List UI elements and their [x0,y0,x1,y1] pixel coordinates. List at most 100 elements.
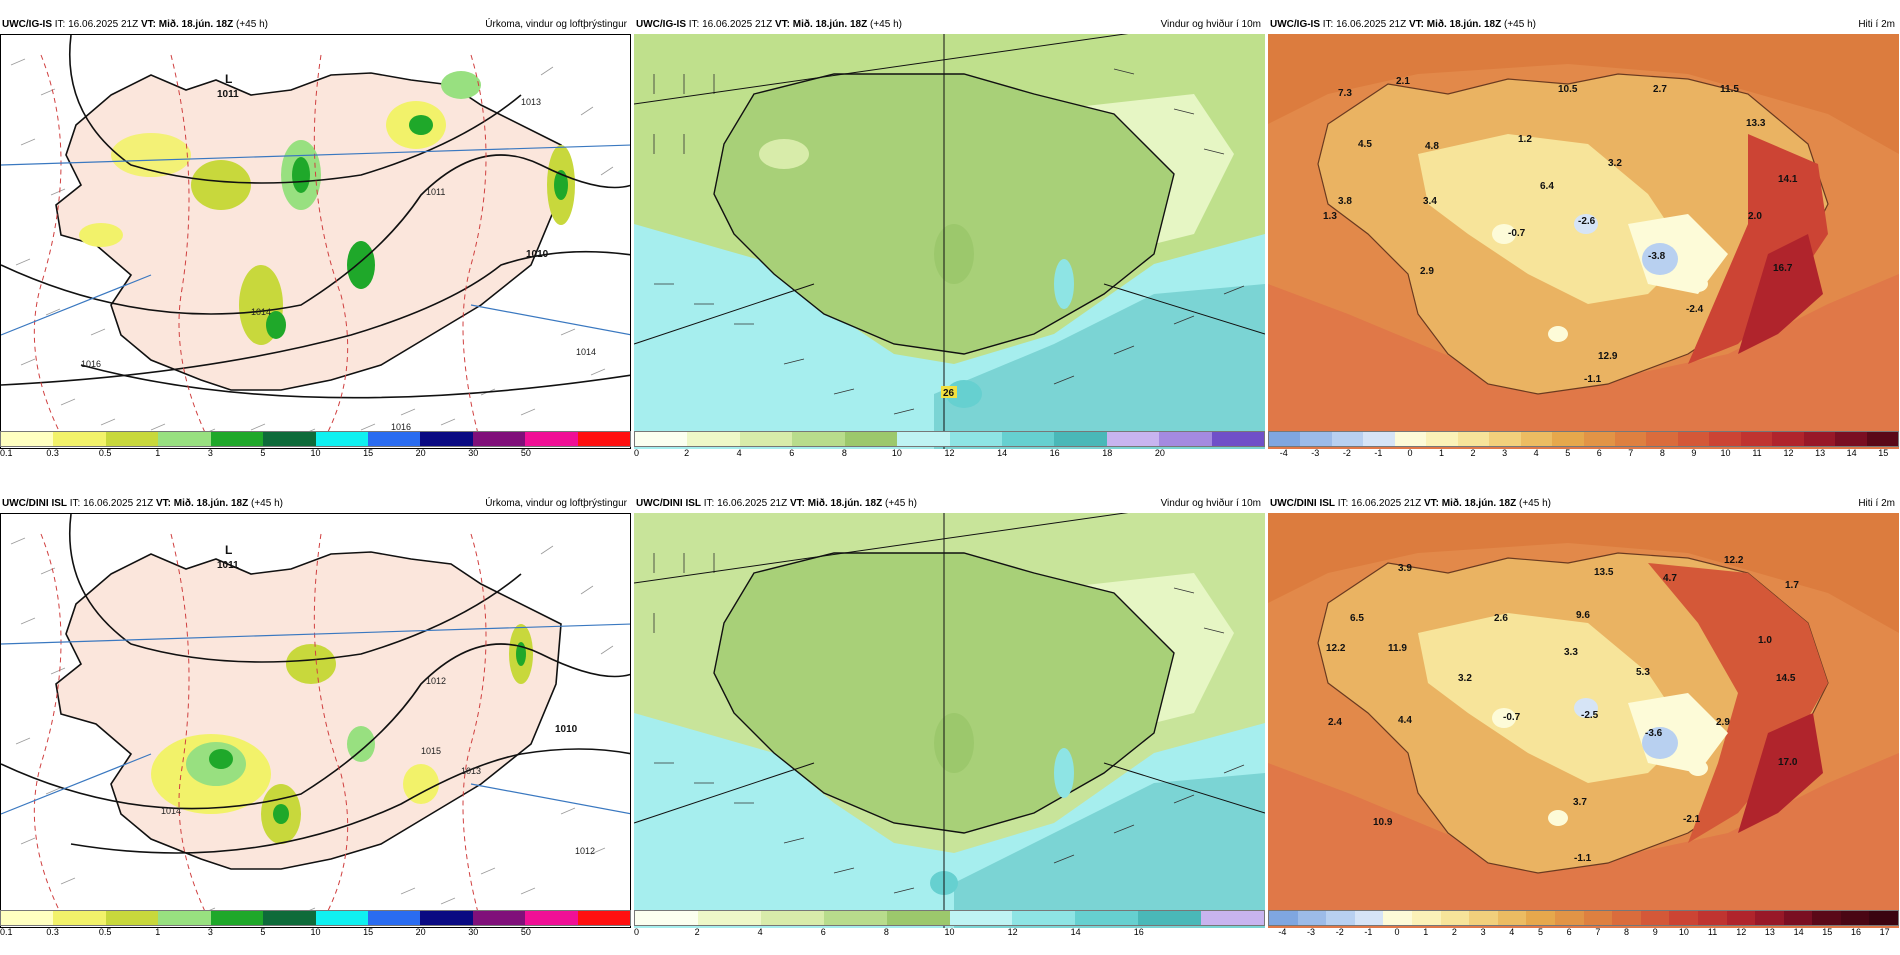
colorbar-tick: 1 [155,448,161,458]
colorbar-swatch [1740,432,1773,446]
colorbar-tick: 3 [1502,448,1508,458]
colorbar-tick: 3 [207,448,213,458]
colorbar-tick: 14 [1070,927,1081,937]
colorbar-swatch [1812,911,1841,925]
colorbar-tick: 15 [1878,448,1889,458]
colorbar-swatch [315,432,368,446]
colorbar-tick: -2 [1342,448,1351,458]
panel-header: UWC/DINI ISL IT: 16.06.2025 21Z VT: Mið.… [1268,495,1899,513]
colorbar-tick: 12 [1783,448,1794,458]
colorbar-tick: 14 [1846,448,1857,458]
colorbar-tick: 5 [1565,448,1571,458]
colorbar-tick: 0.1 [0,927,13,937]
colorbar-swatch [1012,911,1076,925]
temperature-value: -1.1 [1574,853,1592,864]
boundary-lines [634,513,1265,928]
colorbar-swatch [1394,432,1427,446]
colorbar-swatch [1426,432,1458,446]
model-name: UWC/DINI ISL [1270,498,1335,509]
colorbar-tick: 3 [207,927,213,937]
colorbar-tick: 0 [634,927,640,937]
colorbar-swatch [1869,911,1899,925]
precip-colorbar [0,910,631,926]
colorbar-swatch [367,432,421,446]
temperature-value: 14.1 [1778,174,1798,185]
temperature-value: 3.2 [1608,158,1622,169]
temperature-value: 7.3 [1338,88,1352,99]
temperature-value: 1.7 [1785,580,1799,591]
colorbar-tick: 7 [1595,927,1601,937]
isobar-label: 1013 [461,766,481,776]
panel-title: Úrkoma, vindur og loftþrýstingur [485,498,627,509]
colorbar-swatch [1697,911,1727,925]
colorbar-tick: 10 [891,448,902,458]
panel-precip-row2: UWC/DINI ISL IT: 16.06.2025 21Z VT: Mið.… [0,495,631,955]
colorbar-swatch [886,911,950,925]
panel-precip-row1: UWC/IG-IS IT: 16.06.2025 21Z VT: Mið. 18… [0,16,631,476]
temperature-value: 1.2 [1518,134,1532,145]
colorbar-swatch [1201,911,1265,925]
colorbar-swatch [210,432,264,446]
isobars [1,35,630,399]
colorbar-tick: 18 [1102,448,1113,458]
max-gust-label: 26 [943,388,955,399]
colorbar-swatch [1840,911,1870,925]
colorbar-tick: 4 [1533,448,1539,458]
panel-temp-row1: UWC/IG-IS IT: 16.06.2025 21Z VT: Mið. 18… [1268,16,1899,476]
colorbar-swatch [525,911,578,925]
valid-prefix: VT: [789,498,805,509]
panel-title: Vindur og hviður í 10m [1160,498,1261,509]
isobar-label: 1016 [391,422,411,432]
temperature-value: 3.2 [1458,673,1472,684]
colorbar-tick: -1 [1364,927,1373,937]
valid-prefix: VT: [140,19,156,30]
colorbar-tick: 6 [820,927,826,937]
temperature-value: 9.6 [1576,610,1590,621]
colorbar-swatch [420,911,473,925]
colorbar-tick: 7 [1628,448,1634,458]
colorbar-swatch [1354,911,1384,925]
wind-map: 26 [634,34,1265,449]
colorbar-tick: 50 [520,448,531,458]
colorbar-tick: 4 [1509,927,1515,937]
valid-prefix: VT: [774,19,790,30]
temperature-value: 12.2 [1724,555,1744,566]
colorbar-swatch [635,911,698,925]
colorbar-tick: 11 [1707,927,1718,937]
model-name: UWC/IG-IS [1270,19,1320,30]
colorbar-tick: 10 [310,448,321,458]
precip-colorbar [0,431,631,447]
lead-time: (+45 h) [251,498,283,509]
panel-header: UWC/IG-IS IT: 16.06.2025 21Z VT: Mið. 18… [634,16,1265,34]
colorbar-tick: 6 [1596,448,1602,458]
colorbar-tick: 10 [944,927,955,937]
init-time: IT: 16.06.2025 21Z [1337,498,1422,509]
temperature-value: 4.7 [1663,573,1677,584]
valid-time: Mið. 18.jún. 18Z [173,498,249,509]
temperature-value: -2.6 [1578,216,1596,227]
colorbar-tick: 0.1 [0,448,13,458]
colorbar-swatch [1075,911,1139,925]
valid-time: Mið. 18.jún. 18Z [807,498,883,509]
lat-lines [1,623,630,815]
valid-time: Mið. 18.jún. 18Z [792,19,868,30]
colorbar-tick: 15 [363,927,374,937]
low-pressure-label: L [225,72,232,86]
temperature-value: 13.5 [1594,567,1614,578]
colorbar-tick: 30 [468,448,479,458]
colorbar-tick: 10 [310,927,321,937]
model-name: UWC/IG-IS [636,19,686,30]
colorbar-swatch [1138,911,1202,925]
colorbar-swatch [1383,911,1412,925]
colorbar-swatch [1669,911,1698,925]
wind-colorbar [634,910,1265,926]
colorbar-tick: 0 [1407,448,1413,458]
precip-map: L 1011 1011 1013 1014 1016 1010 1014 101… [0,34,631,449]
colorbar-swatch [1726,911,1756,925]
colorbar-swatch [1269,432,1301,446]
temperature-value: 14.5 [1776,673,1796,684]
colorbar-swatch [1331,432,1364,446]
temperature-value: -2.5 [1581,710,1599,721]
colorbar-swatch [1783,911,1813,925]
